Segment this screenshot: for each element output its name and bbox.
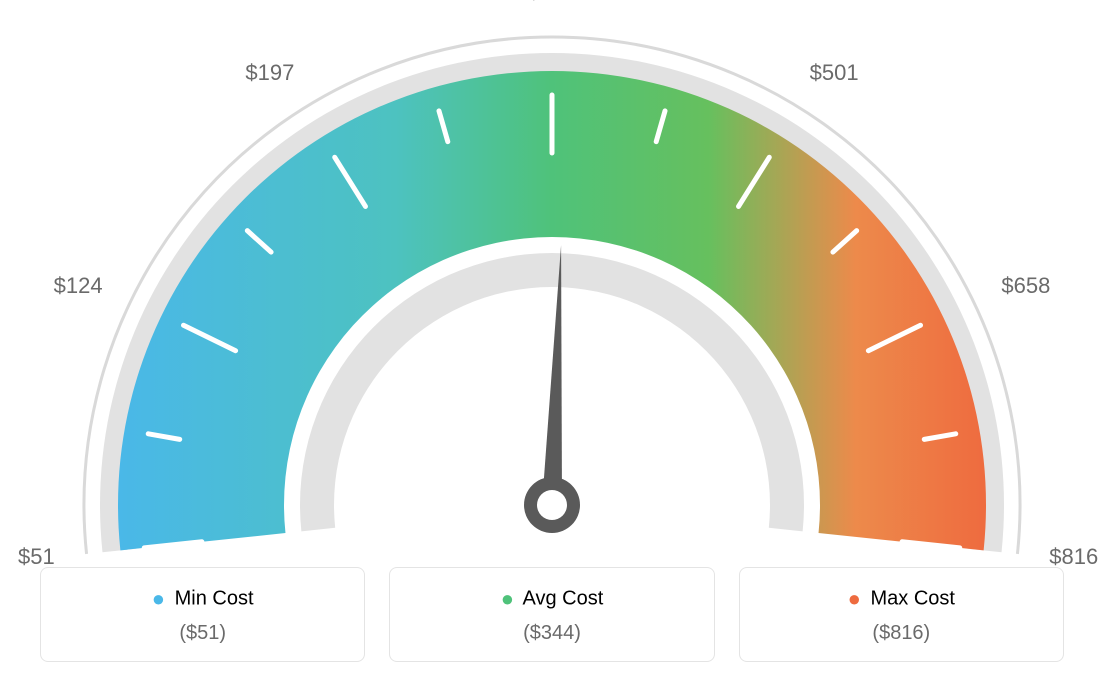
dot-icon: ● [152,586,165,611]
gauge-tick-label: $501 [810,60,859,86]
legend-title-avg: ● Avg Cost [402,586,701,612]
dot-icon: ● [848,586,861,611]
gauge-tick-label: $124 [54,273,103,299]
legend-row: ● Min Cost ($51) ● Avg Cost ($344) ● Max… [40,567,1064,662]
legend-card-max: ● Max Cost ($816) [739,567,1064,662]
legend-card-min: ● Min Cost ($51) [40,567,365,662]
legend-title-min: ● Min Cost [53,586,352,612]
legend-title-max: ● Max Cost [752,586,1051,612]
legend-title-text: Avg Cost [522,587,603,609]
gauge-tick-label: $344 [528,0,577,5]
legend-value-max: ($816) [752,622,1051,645]
legend-value-min: ($51) [53,622,352,645]
legend-title-text: Max Cost [871,587,955,609]
gauge-tick-label: $197 [245,60,294,86]
dot-icon: ● [501,586,514,611]
legend-value-avg: ($344) [402,622,701,645]
gauge-area: $51$124$197$344$501$658$816 [0,0,1104,560]
legend-title-text: Min Cost [175,587,254,609]
chart-container: $51$124$197$344$501$658$816 ● Min Cost (… [0,0,1104,690]
legend-card-avg: ● Avg Cost ($344) [389,567,714,662]
gauge-svg [0,0,1104,560]
gauge-tick-label: $658 [1001,273,1050,299]
